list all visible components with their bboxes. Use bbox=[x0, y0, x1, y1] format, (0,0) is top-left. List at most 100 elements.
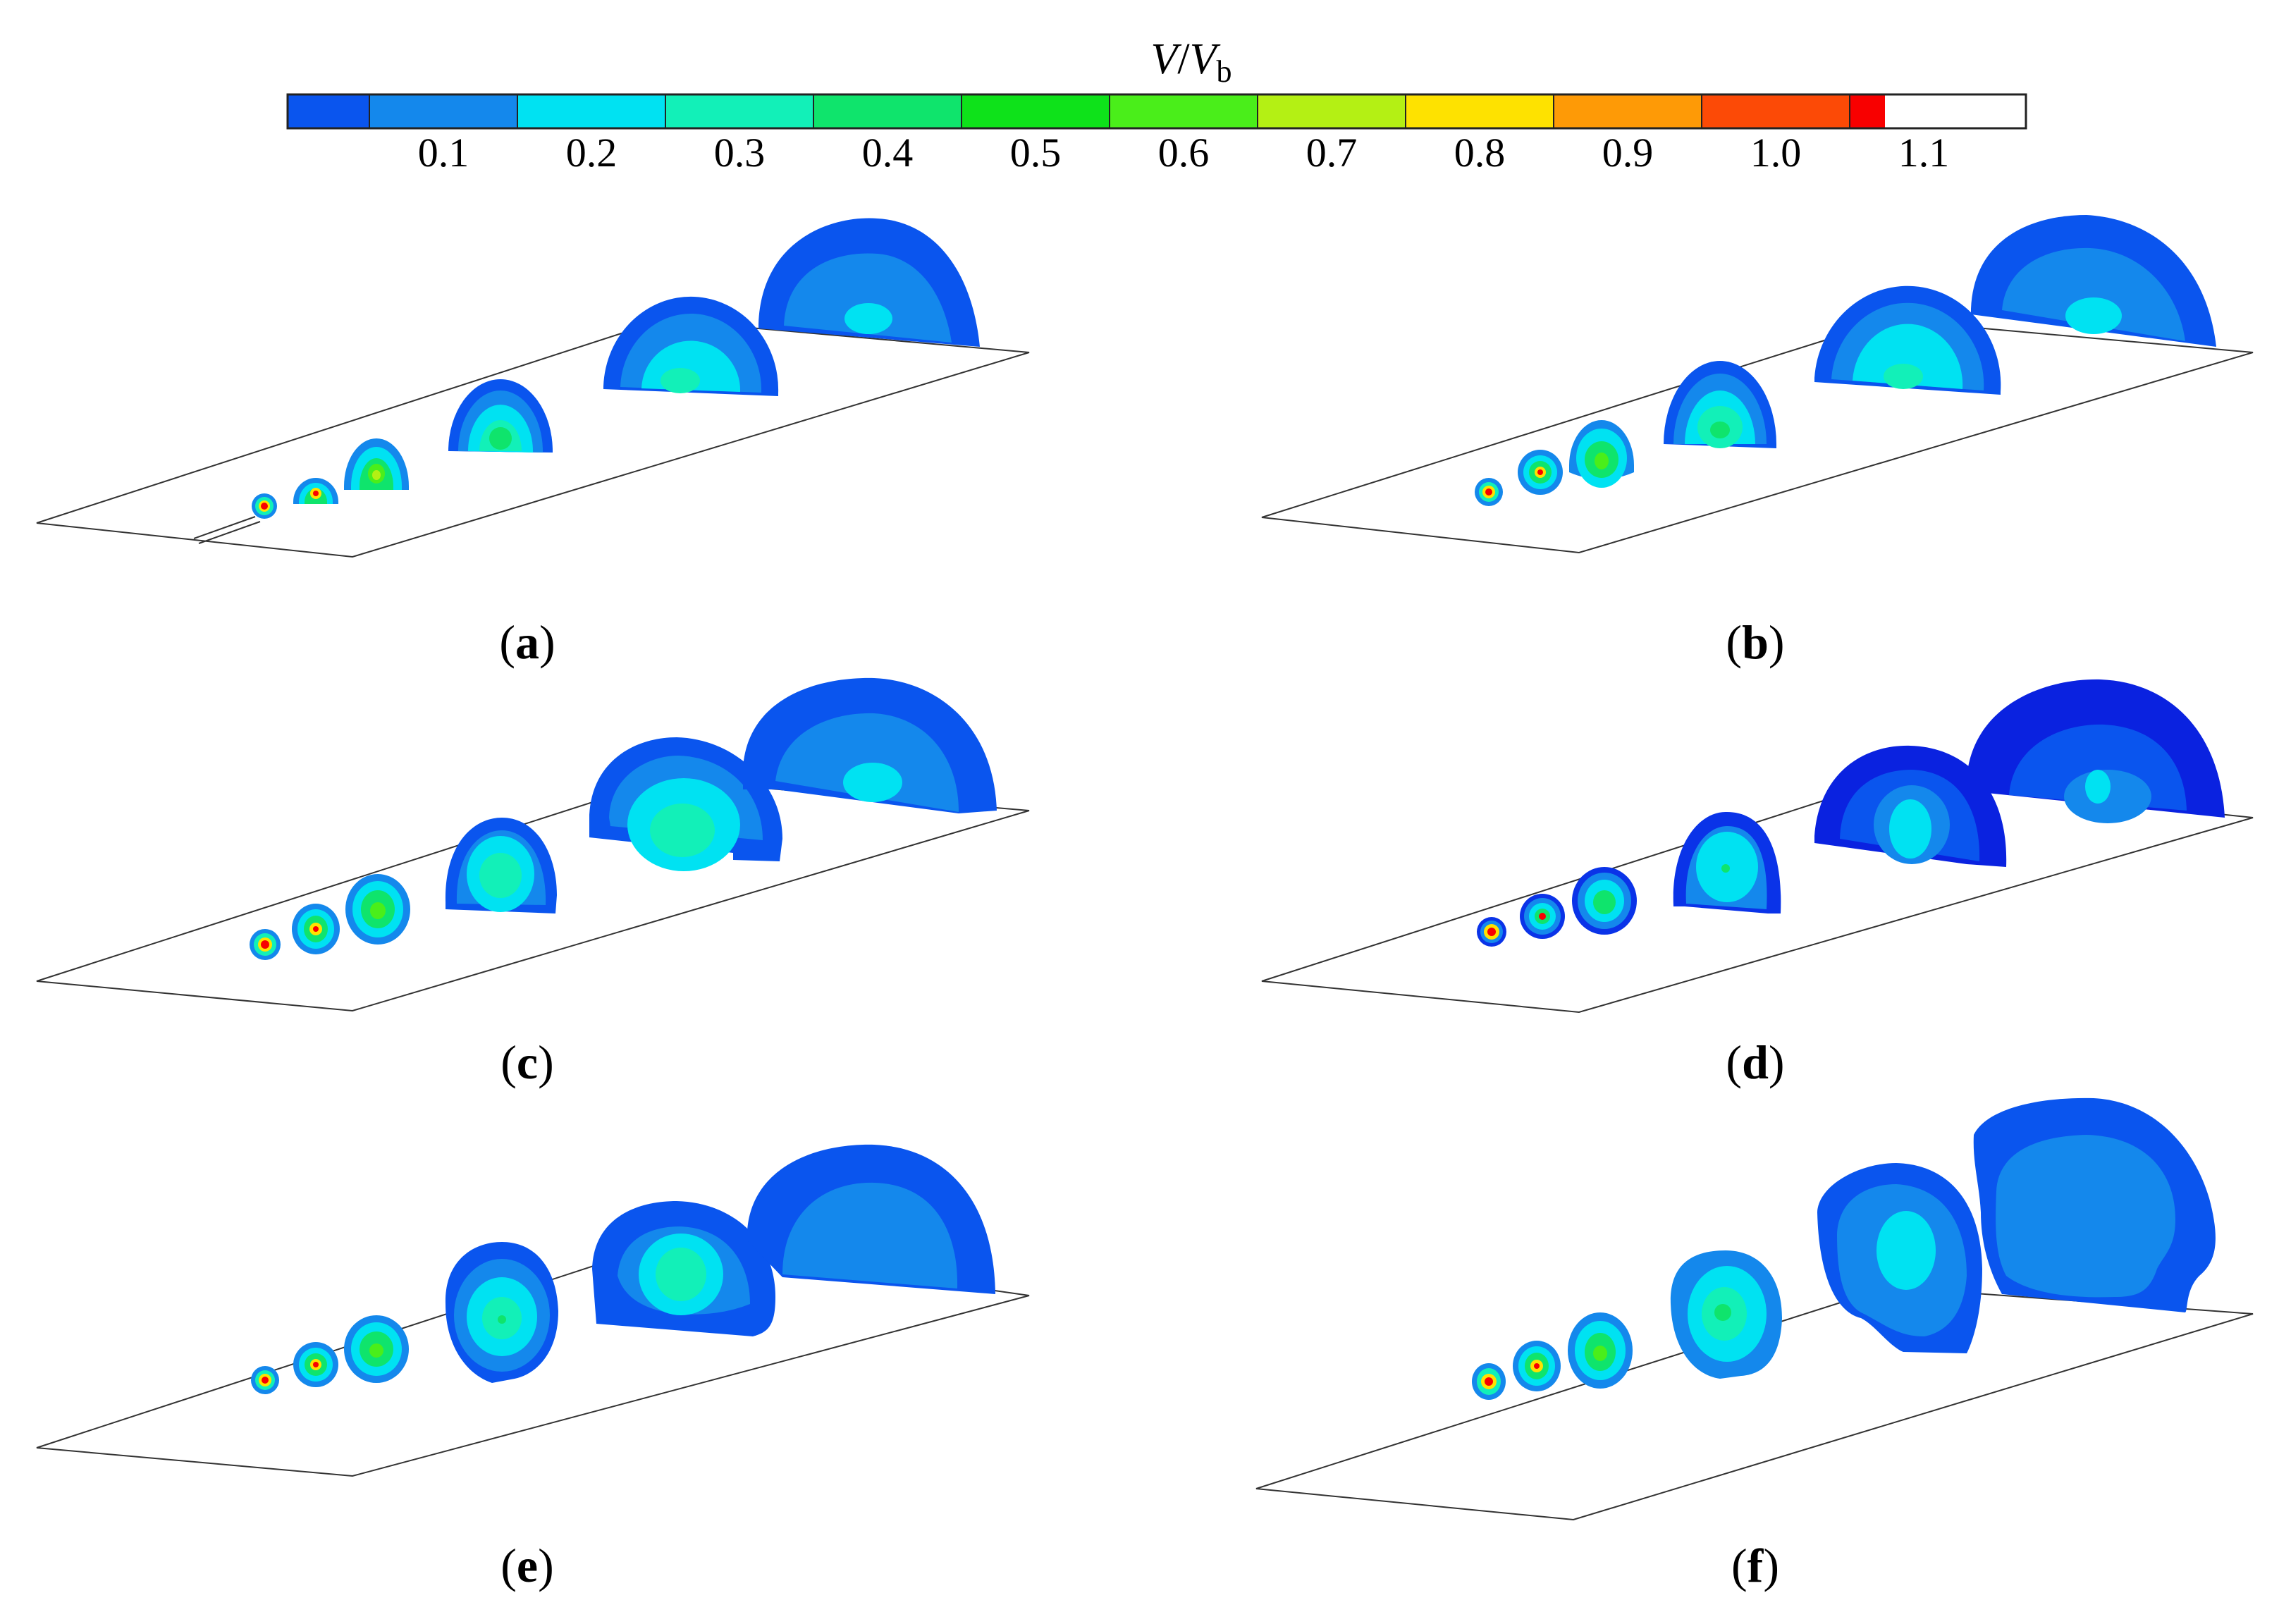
colorbar-segment bbox=[813, 94, 962, 128]
panel-e-label: (e) bbox=[500, 1539, 554, 1592]
jet-slice bbox=[758, 218, 980, 347]
panel-a: (a) bbox=[36, 218, 1030, 669]
jet-slice bbox=[344, 1315, 409, 1383]
jet-slice bbox=[589, 737, 782, 871]
jet-slice bbox=[251, 1366, 279, 1394]
panel-d-label-close: ) bbox=[1769, 1035, 1785, 1089]
jet-slice bbox=[1472, 1363, 1506, 1400]
jet-slice bbox=[1520, 894, 1565, 939]
colorbar-segment bbox=[665, 94, 813, 128]
colorbar-title-slash: / bbox=[1177, 35, 1190, 83]
jet-slice bbox=[344, 438, 409, 490]
colorbar-tick-label: 0.7 bbox=[1306, 130, 1358, 176]
colorbar-tick-label: 0.9 bbox=[1602, 130, 1654, 176]
colorbar-segment bbox=[517, 94, 665, 128]
colorbar-segment bbox=[1554, 94, 1702, 128]
panel-d-label-open: ( bbox=[1726, 1035, 1742, 1089]
panel-d-floor-outline bbox=[1261, 778, 2254, 1014]
jet-slice bbox=[1513, 1341, 1561, 1391]
jet-slice bbox=[1475, 478, 1503, 506]
jet-slice bbox=[747, 1144, 995, 1294]
colorbar-segment bbox=[1258, 94, 1406, 128]
jet-slice bbox=[1814, 285, 2001, 395]
panel-b: (b) bbox=[1261, 215, 2254, 669]
colorbar-ticks: 0.1 0.2 0.3 0.4 0.5 0.6 0.7 0.8 0.9 1.0 1.1 bbox=[418, 130, 1950, 176]
colorbar-tick-label: 0.5 bbox=[1010, 130, 1062, 176]
colorbar-segment bbox=[369, 94, 517, 128]
jet-slice bbox=[1971, 215, 2216, 347]
jet-slice bbox=[1664, 361, 1776, 448]
panel-c: (c) bbox=[36, 677, 1030, 1089]
panel-c-label-close: ) bbox=[538, 1035, 554, 1089]
panel-e-label-letter: e bbox=[517, 1539, 538, 1592]
colorbar-tick-label: 0.6 bbox=[1158, 130, 1210, 176]
jet-slice bbox=[743, 677, 997, 813]
panel-c-label-open: ( bbox=[500, 1035, 517, 1089]
jet-slice bbox=[1670, 1250, 1782, 1379]
panel-e-label-open: ( bbox=[500, 1539, 517, 1592]
panel-e: (e) bbox=[36, 1144, 1030, 1592]
colorbar-tick-label: 1.0 bbox=[1750, 130, 1802, 176]
colorbar-segment bbox=[1850, 94, 1885, 128]
jet-slice bbox=[1817, 1163, 1982, 1353]
jet-slice bbox=[1518, 450, 1563, 495]
colorbar-tick-label: 0.3 bbox=[714, 130, 766, 176]
panel-f-label-open: ( bbox=[1731, 1539, 1747, 1592]
panel-f-label: (f) bbox=[1731, 1539, 1779, 1592]
panel-a-inlet-lines bbox=[193, 516, 261, 544]
panel-f-label-letter: f bbox=[1747, 1539, 1764, 1592]
jet-slice bbox=[252, 493, 277, 519]
jet-slice bbox=[592, 1201, 775, 1336]
panel-a-label-open: ( bbox=[499, 615, 515, 669]
panel-c-label-letter: c bbox=[517, 1035, 538, 1089]
colorbar-tick-label: 0.1 bbox=[418, 130, 469, 176]
panel-a-floor-outline bbox=[36, 319, 1030, 558]
colorbar-segment bbox=[1110, 94, 1258, 128]
panel-f-floor-outline bbox=[1255, 1286, 2254, 1521]
panel-d: (d) bbox=[1261, 679, 2254, 1089]
panel-f: (f) bbox=[1255, 1097, 2254, 1592]
panel-a-jet-slices bbox=[252, 218, 980, 519]
jet-slice bbox=[1967, 679, 2225, 823]
jet-slice bbox=[445, 818, 557, 914]
colorbar-segment bbox=[288, 94, 369, 128]
colorbar-tick-label: 0.8 bbox=[1454, 130, 1506, 176]
colorbar-title-v2: V bbox=[1190, 35, 1221, 83]
colorbar: V/Vb 0.1 0.2 0.3 0.4 0.5 0.6 0.7 0.8 0.9 1.0 1.1 bbox=[286, 35, 2027, 176]
colorbar-title: V/Vb bbox=[1151, 35, 1232, 89]
colorbar-segment bbox=[1406, 94, 1554, 128]
colorbar-title-sub: b bbox=[1216, 54, 1231, 89]
colorbar-tick-label: 0.4 bbox=[862, 130, 914, 176]
colorbar-segments bbox=[288, 94, 1885, 128]
panel-e-jet-slices bbox=[251, 1144, 995, 1394]
jet-slice bbox=[1572, 867, 1637, 935]
jet-slice bbox=[1673, 811, 1781, 914]
jet-slice bbox=[250, 929, 281, 960]
panel-d-label-letter: d bbox=[1742, 1035, 1769, 1089]
colorbar-tick-label: 0.2 bbox=[566, 130, 618, 176]
panel-a-label-close: ) bbox=[539, 615, 555, 669]
jet-slice bbox=[292, 904, 340, 954]
colorbar-segment bbox=[962, 94, 1110, 128]
jet-slice bbox=[1973, 1097, 2216, 1312]
colorbar-tick-label: 1.1 bbox=[1898, 130, 1950, 176]
panel-d-jet-slices bbox=[1477, 679, 2225, 947]
panel-b-label: (b) bbox=[1726, 615, 1784, 669]
panel-e-label-close: ) bbox=[538, 1539, 554, 1592]
panel-d-label: (d) bbox=[1726, 1035, 1784, 1089]
panel-b-label-close: ) bbox=[1769, 615, 1785, 669]
jet-slice bbox=[1568, 1312, 1633, 1389]
jet-slice bbox=[1569, 420, 1634, 488]
jet-slice bbox=[293, 1342, 338, 1387]
panel-f-jet-slices bbox=[1472, 1097, 2216, 1400]
colorbar-segment bbox=[1702, 94, 1850, 128]
panel-c-jet-slices bbox=[250, 677, 997, 960]
jet-slice bbox=[345, 874, 410, 945]
panel-b-label-letter: b bbox=[1742, 615, 1769, 669]
jet-slice bbox=[603, 296, 779, 396]
panel-b-jet-slices bbox=[1475, 215, 2216, 506]
panel-a-label-letter: a bbox=[515, 615, 539, 669]
panel-a-label: (a) bbox=[499, 615, 555, 669]
panel-b-label-open: ( bbox=[1726, 615, 1742, 669]
